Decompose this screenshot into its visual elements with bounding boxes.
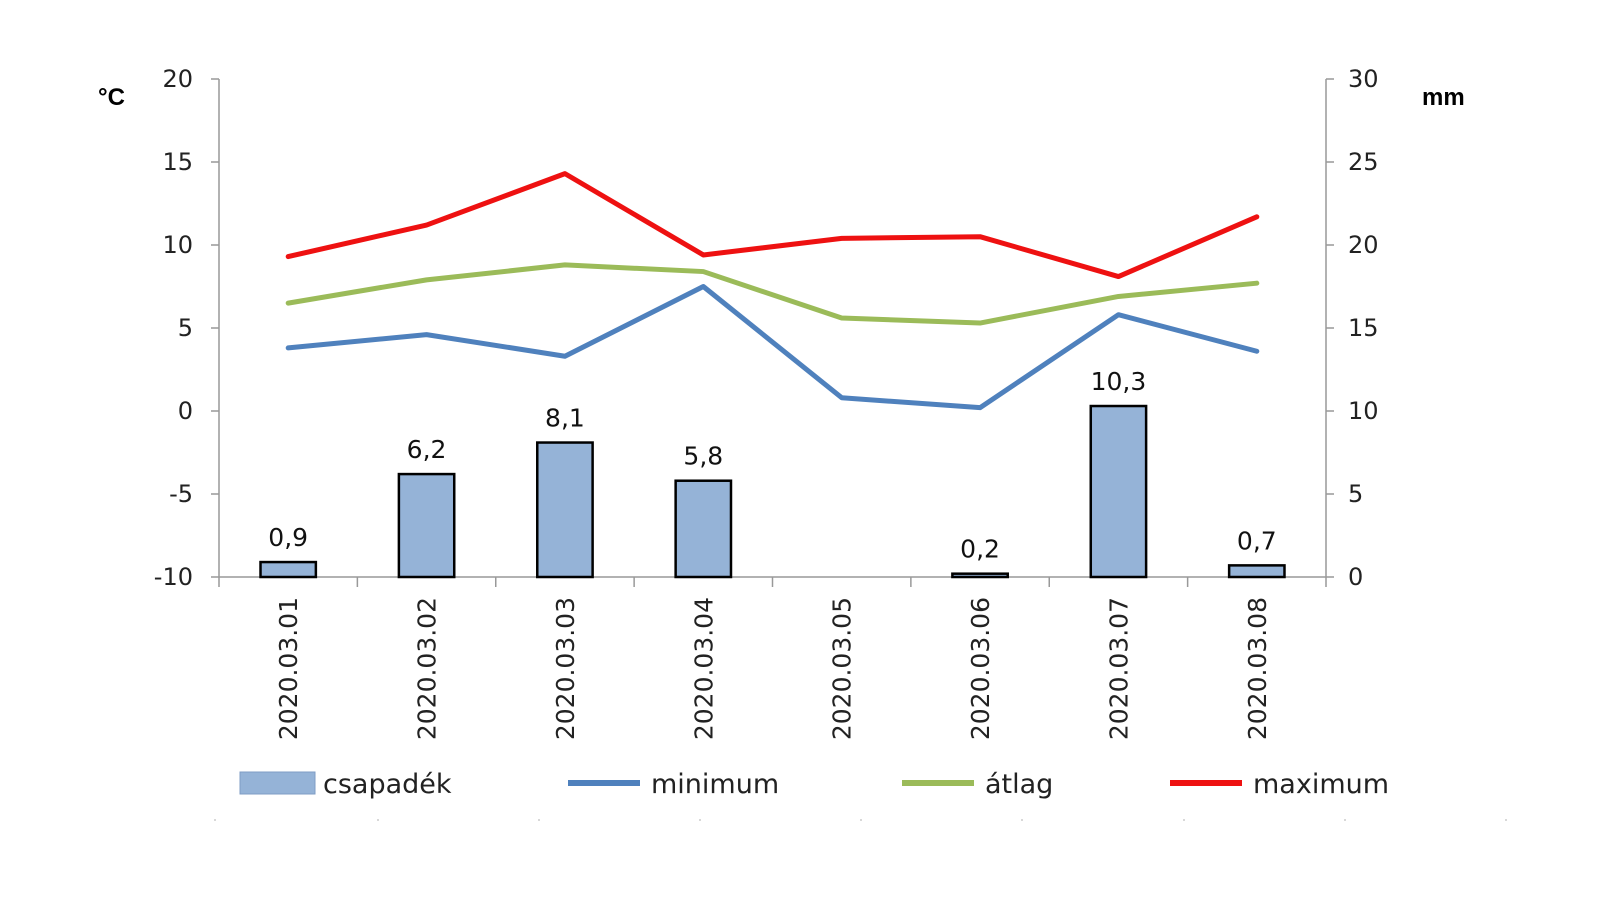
right-tick-label: 15 [1348,314,1379,342]
precipitation-data-label: 0,7 [1237,526,1277,555]
right-tick-label: 25 [1348,148,1379,176]
precipitation-data-label: 5,8 [683,442,723,471]
left-axis-ticks: -10 -5 0 5 10 15 20 [154,65,219,591]
precipitation-bar [397,472,456,579]
legend: csapadék minimum átlag maximum [239,769,1389,800]
legend-label-minimum: minimum [651,769,779,800]
precipitation-bar [1227,564,1286,579]
temperature-lines [285,171,1260,411]
left-tick-label: 10 [162,231,193,259]
precipitation-data-label: 0,2 [960,535,1000,564]
category-label: 2020.03.06 [966,597,995,740]
precipitation-data-label: 10,3 [1091,367,1147,396]
right-tick-label: 5 [1348,480,1363,508]
right-tick-label: 30 [1348,65,1379,93]
precipitation-bar [951,572,1009,579]
category-label: 2020.03.08 [1243,597,1272,740]
left-tick-label: 0 [178,397,193,425]
right-axis-ticks: 0 5 10 15 20 25 30 [1326,65,1379,591]
left-tick-label: 20 [162,65,193,93]
series-line-átlag [285,262,1260,326]
legend-label-maximum: maximum [1253,769,1389,800]
precipitation-bar [1089,404,1148,579]
legend-label-átlag: átlag [985,769,1053,800]
left-tick-label: -10 [154,563,193,591]
x-axis-ticks [218,577,1327,587]
series-line-maximum [285,171,1260,280]
precipitation-bar [674,479,733,579]
right-tick-label: 0 [1348,563,1363,591]
category-label: 2020.03.02 [413,597,442,740]
left-tick-label: 15 [162,148,193,176]
precipitation-data-label: 0,9 [268,523,308,552]
left-tick-label: 5 [178,314,193,342]
left-tick-label: -5 [169,480,193,508]
right-axis-unit: mm [1422,84,1465,111]
legend-swatch-csapadék [239,771,316,795]
category-label: 2020.03.07 [1104,597,1133,740]
precipitation-data-labels: 0,9 6,2 8,1 5,8 0,2 10,3 0,7 [268,367,1276,564]
precipitation-bar [536,441,594,579]
bottom-dots [214,819,1507,821]
right-tick-label: 10 [1348,397,1379,425]
precipitation-data-label: 6,2 [407,435,447,464]
right-tick-label: 20 [1348,231,1379,259]
left-axis-unit: °C [98,84,125,111]
precipitation-bars [259,404,1286,579]
category-label: 2020.03.04 [689,597,718,740]
category-labels: 2020.03.01 2020.03.02 2020.03.03 2020.03.04… [274,597,1272,740]
series-line-minimum [285,284,1260,411]
category-label: 2020.03.05 [828,597,857,740]
category-label: 2020.03.01 [274,597,303,740]
precipitation-data-label: 8,1 [545,404,585,433]
category-label: 2020.03.03 [551,597,580,740]
legend-label-csapadék: csapadék [323,769,452,800]
precipitation-bar [259,560,318,579]
